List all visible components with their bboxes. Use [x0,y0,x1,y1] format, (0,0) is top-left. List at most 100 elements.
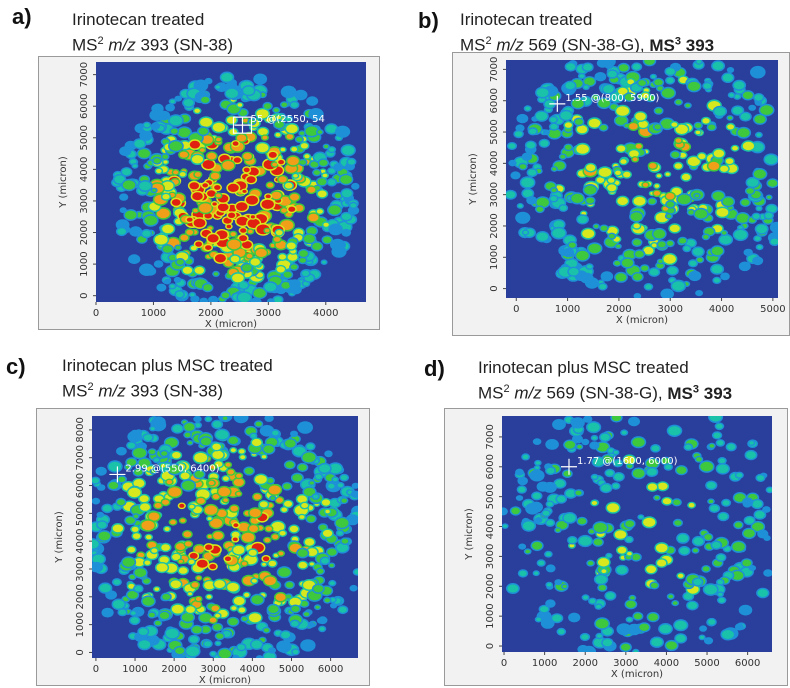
intensity-blob [753,257,762,264]
intensity-blob [743,498,752,505]
intensity-blob [734,230,747,240]
intensity-blob [630,596,635,600]
intensity-blob [654,79,663,86]
intensity-blob [633,223,640,229]
intensity-blob [618,624,630,634]
intensity-blob [194,470,204,478]
intensity-blob [292,649,299,655]
intensity-blob [535,111,548,121]
intensity-blob [632,554,641,561]
intensity-blob [632,469,645,478]
intensity-blob [607,503,619,513]
x-tick-label: 1000 [532,658,557,669]
intensity-blob [653,190,661,196]
intensity-blob [523,230,528,235]
intensity-blob [742,91,753,100]
intensity-blob [222,416,228,420]
x-tick-label: 5000 [694,658,719,669]
intensity-blob [193,209,198,213]
intensity-blob [204,581,215,590]
intensity-blob [221,292,230,299]
intensity-blob [290,193,299,201]
intensity-blob [536,232,549,241]
y-tick-label: 0 [489,285,500,291]
intensity-blob [170,284,175,289]
intensity-blob [212,202,217,206]
intensity-blob [582,229,595,239]
intensity-blob [225,88,238,98]
intensity-blob [296,137,303,142]
intensity-blob [307,227,317,235]
intensity-blob [564,440,576,449]
x-tick-label: 3000 [657,304,682,315]
intensity-blob [666,641,678,650]
intensity-blob [102,505,112,512]
intensity-blob [742,559,752,567]
y-axis-label: Y (micron) [58,156,69,209]
intensity-blob [342,230,350,236]
intensity-blob [588,243,601,254]
intensity-blob [250,258,260,266]
intensity-blob [579,74,585,78]
intensity-blob [584,185,597,195]
intensity-blob [713,432,721,439]
intensity-blob [215,193,221,198]
intensity-blob [287,156,299,166]
intensity-blob [169,115,183,126]
intensity-blob [503,524,508,528]
intensity-blob [596,177,605,184]
intensity-blob [139,495,149,503]
intensity-blob [236,134,247,142]
intensity-blob [309,623,314,627]
intensity-blob [226,224,232,229]
intensity-blob [756,206,762,210]
intensity-blob [708,619,716,625]
intensity-blob [286,134,294,140]
intensity-blob [148,612,155,618]
intensity-blob [179,503,185,508]
intensity-blob [152,123,159,129]
intensity-blob [329,463,342,474]
intensity-blob [290,280,300,288]
intensity-blob [271,191,282,200]
intensity-blob [599,284,607,290]
intensity-blob [671,151,680,158]
intensity-blob [643,246,654,255]
intensity-blob [655,108,663,114]
intensity-blob [194,172,201,177]
intensity-blob [536,206,544,212]
intensity-blob [647,468,657,476]
intensity-blob [722,500,730,506]
intensity-blob [616,106,629,116]
intensity-blob [147,541,157,549]
intensity-blob [558,629,565,635]
intensity-blob [581,211,586,216]
intensity-blob [534,439,540,444]
intensity-blob [175,647,185,654]
intensity-blob [239,282,249,289]
intensity-blob [276,115,282,120]
intensity-blob [705,638,712,644]
intensity-blob [765,212,773,219]
intensity-blob [624,93,634,101]
intensity-blob [552,167,557,171]
intensity-blob [340,475,348,481]
intensity-blob [213,272,219,276]
y-tick-label: 4000 [485,514,496,539]
intensity-blob [635,250,644,258]
intensity-blob [581,274,593,283]
intensity-blob [530,503,542,512]
intensity-blob [170,128,178,134]
intensity-blob [672,601,678,605]
intensity-blob [576,144,589,154]
intensity-blob [579,536,592,546]
intensity-blob [227,469,234,475]
intensity-blob [704,534,712,540]
intensity-blob [324,144,329,149]
intensity-blob [108,461,122,472]
intensity-blob [607,227,618,235]
intensity-blob [736,624,743,630]
intensity-blob [632,63,641,70]
intensity-blob [244,592,250,597]
intensity-blob [571,193,584,203]
